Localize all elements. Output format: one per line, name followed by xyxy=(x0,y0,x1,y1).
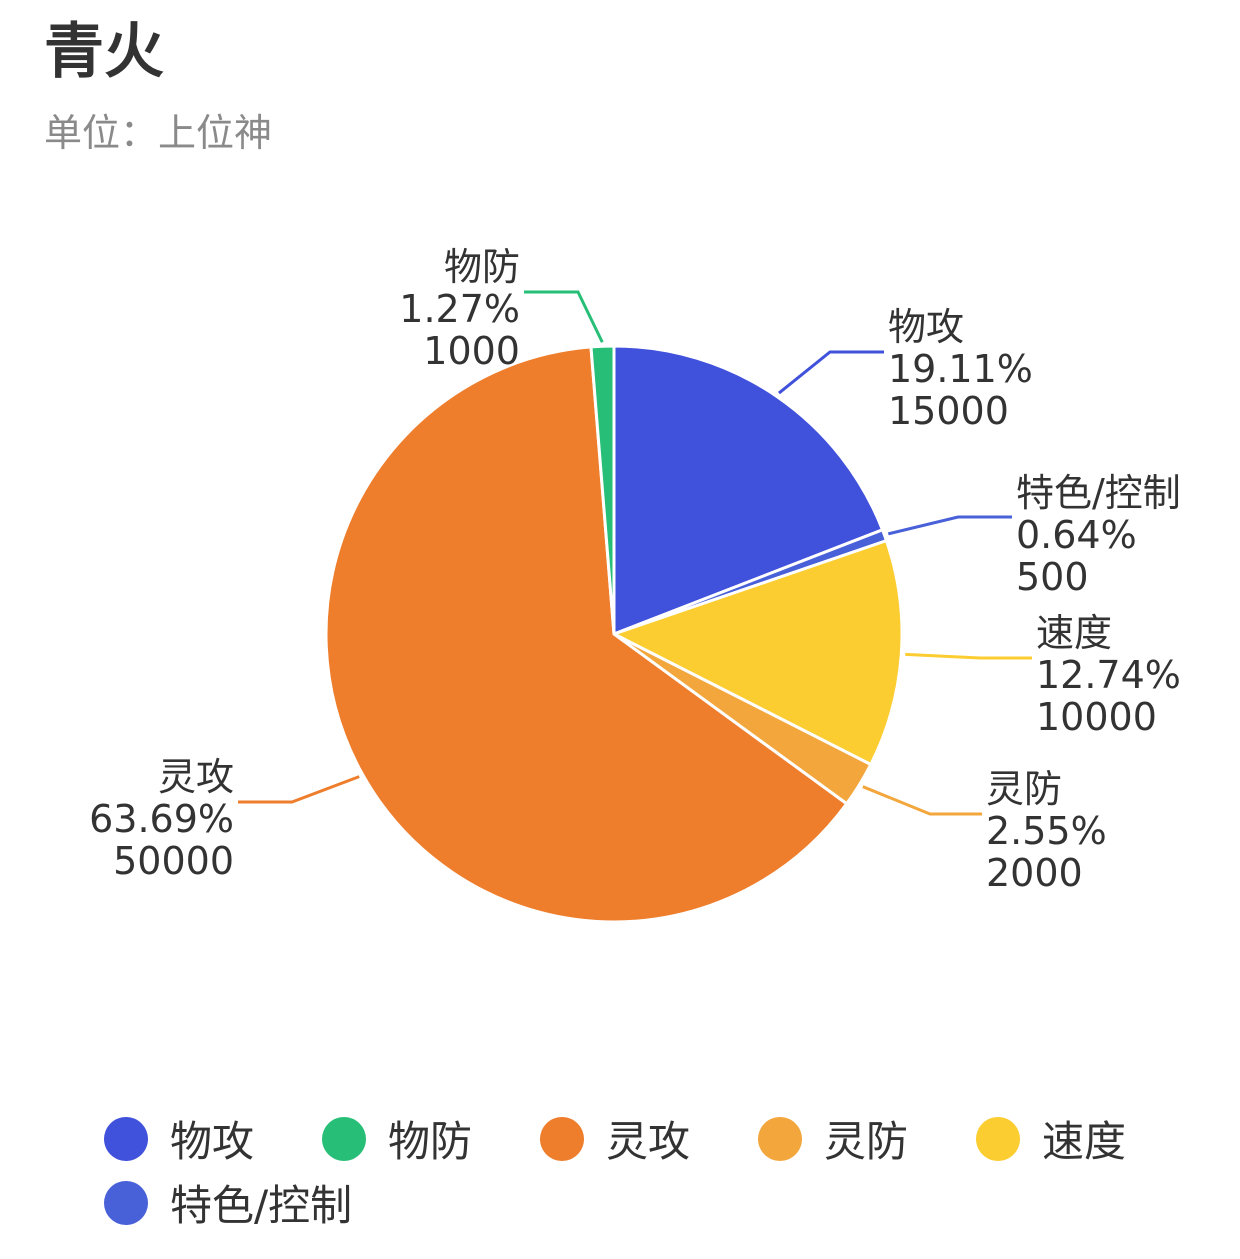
data-label-name: 灵防 xyxy=(986,767,1062,811)
pie-slice xyxy=(610,538,904,767)
legend-label: 灵防 xyxy=(824,1117,909,1166)
data-label-value: 50000 xyxy=(113,839,234,883)
leader-line xyxy=(778,350,884,395)
data-label-name: 速度 xyxy=(1036,611,1112,655)
data-label-percent: 1.27% xyxy=(399,287,520,331)
legend-item[interactable]: 物攻 xyxy=(104,1108,254,1169)
data-label-percent: 2.55% xyxy=(986,809,1107,853)
chart-subtitle: 单位：上位神 xyxy=(44,111,273,155)
legend-label: 物防 xyxy=(388,1117,473,1166)
data-label-value: 1000 xyxy=(423,329,520,373)
legend-item[interactable]: 灵防 xyxy=(758,1108,908,1169)
legend-label: 灵攻 xyxy=(606,1117,691,1166)
data-label-value: 15000 xyxy=(888,389,1009,433)
data-label-value: 2000 xyxy=(986,851,1083,895)
legend-item[interactable]: 灵攻 xyxy=(540,1108,690,1169)
legend-swatch xyxy=(322,1116,366,1161)
legend-item[interactable]: 物防 xyxy=(322,1108,472,1169)
legend-swatch xyxy=(758,1116,802,1161)
data-label-name: 灵攻 xyxy=(158,755,234,799)
data-label-name: 特色/控制 xyxy=(1016,471,1181,515)
data-label-name: 物攻 xyxy=(888,305,964,349)
pie-slice xyxy=(324,345,849,924)
legend-label: 物攻 xyxy=(170,1117,255,1166)
legend-swatch xyxy=(104,1180,148,1225)
leader-line xyxy=(524,290,604,343)
data-label-percent: 0.64% xyxy=(1016,513,1137,557)
legend-item[interactable]: 速度 xyxy=(976,1108,1126,1169)
legend-label: 速度 xyxy=(1042,1117,1127,1166)
leader-line xyxy=(238,775,360,804)
legend-swatch xyxy=(104,1116,148,1161)
legend-swatch xyxy=(976,1116,1020,1161)
pie-slice xyxy=(589,344,616,635)
leader-line xyxy=(862,785,982,816)
leader-line xyxy=(887,515,1012,536)
data-label-percent: 63.69% xyxy=(89,797,234,841)
data-label-name: 物防 xyxy=(444,245,520,289)
legend-item[interactable]: 特色/控制 xyxy=(104,1172,352,1233)
data-label-percent: 12.74% xyxy=(1036,653,1181,697)
data-label-percent: 19.11% xyxy=(888,347,1033,391)
legend-label: 特色/控制 xyxy=(170,1181,353,1230)
legend-swatch xyxy=(540,1116,584,1161)
pie-slice xyxy=(612,344,885,637)
chart-title: 青火 xyxy=(44,17,164,87)
data-label-value: 500 xyxy=(1016,555,1089,599)
leader-line xyxy=(905,652,1032,660)
data-label-value: 10000 xyxy=(1036,695,1157,739)
